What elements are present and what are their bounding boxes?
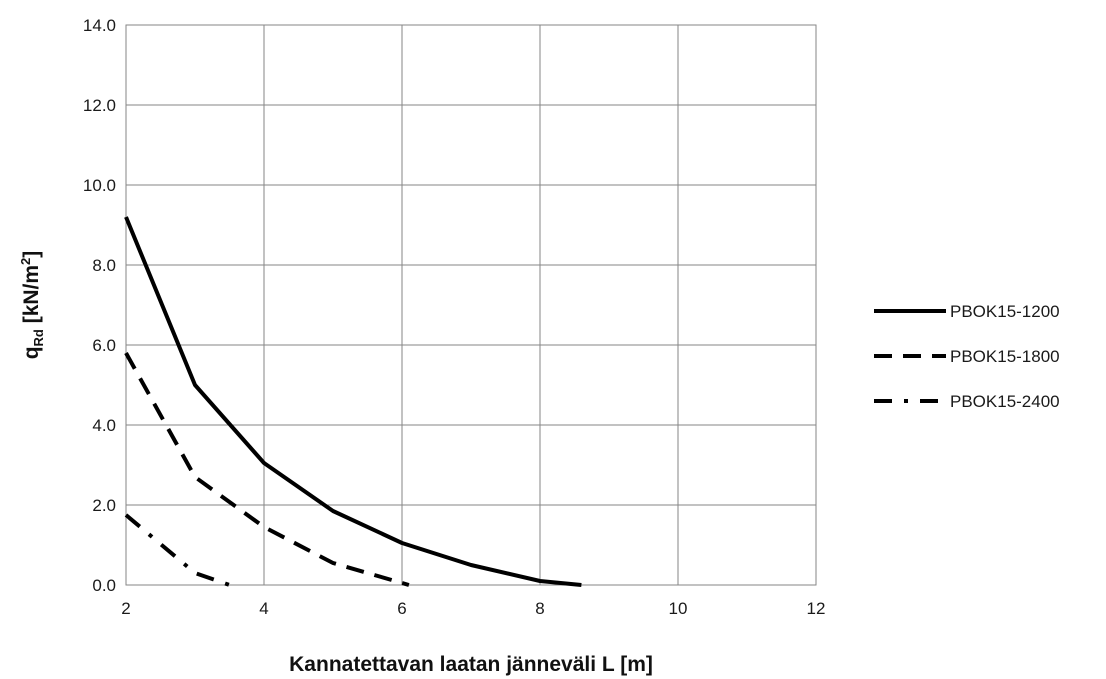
y-tick-label: 4.0 (92, 416, 116, 435)
y-tick-label: 8.0 (92, 256, 116, 275)
legend-label-pbok15-2400: PBOK15-2400 (950, 392, 1060, 411)
y-axis-title-subscript: Rd (31, 329, 46, 346)
x-tick-label: 2 (121, 599, 130, 618)
y-axis-title-unit: [kN/m (20, 265, 43, 329)
x-tick-label: 8 (535, 599, 544, 618)
y-axis-title-main: q (20, 346, 43, 359)
y-tick-label: 14.0 (83, 16, 116, 35)
x-tick-labels: 2 4 6 8 10 12 (121, 599, 825, 618)
series-line-pbok15-1200 (124, 216, 582, 587)
y-tick-label: 10.0 (83, 176, 116, 195)
legend-label-pbok15-1200: PBOK15-1200 (950, 302, 1060, 321)
legend: PBOK15-1200 PBOK15-1800 PBOK15-2400 (874, 302, 1060, 411)
y-tick-labels: 0.0 2.0 4.0 6.0 8.0 10.0 12.0 14.0 (83, 16, 116, 595)
series-layer (124, 216, 582, 587)
plot-area (125, 24, 817, 586)
y-tick-label: 12.0 (83, 96, 116, 115)
series-line-pbok15-1800 (124, 352, 410, 587)
grid-lines (125, 24, 817, 586)
y-axis-title-close: ] (20, 251, 43, 258)
y-axis-title: qRd [kN/m2] (18, 251, 46, 360)
series-line-pbok15-2400 (124, 513, 231, 587)
x-tick-label: 10 (669, 599, 688, 618)
x-tick-label: 4 (259, 599, 268, 618)
legend-label-pbok15-1800: PBOK15-1800 (950, 347, 1060, 366)
y-tick-label: 6.0 (92, 336, 116, 355)
y-axis-title-superscript: 2 (18, 258, 33, 265)
x-tick-label: 6 (397, 599, 406, 618)
y-tick-label: 2.0 (92, 496, 116, 515)
y-tick-label: 0.0 (92, 576, 116, 595)
x-tick-label: 12 (807, 599, 826, 618)
x-axis-title: Kannatettavan laatan jänneväli L [m] (289, 653, 653, 676)
